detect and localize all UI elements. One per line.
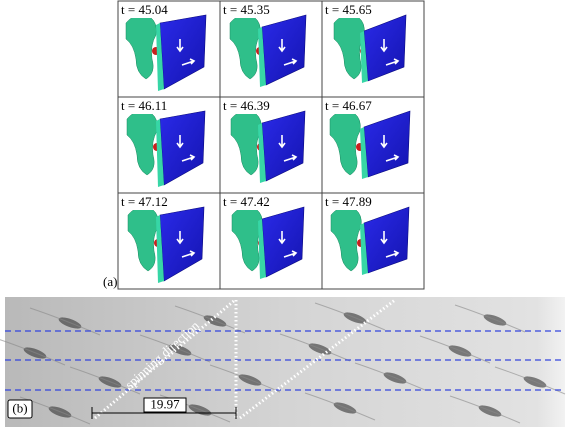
- arrow: [380, 135, 388, 149]
- arrow: [176, 231, 184, 245]
- arrow: [380, 231, 388, 245]
- arrow: [176, 135, 184, 149]
- frame: t = 47.12: [117, 192, 221, 290]
- arrow: [385, 58, 400, 66]
- frame: t = 47.89: [321, 192, 425, 290]
- arrow: [278, 39, 286, 53]
- arrow: [181, 154, 196, 162]
- label-box: [7, 399, 33, 419]
- panel-b-label: (b): [12, 400, 27, 415]
- sheet-edge: [360, 223, 368, 275]
- arrow: [278, 135, 286, 149]
- wave-trace: [494, 366, 566, 395]
- wave-trace: [69, 366, 141, 395]
- label-bg: [323, 2, 383, 18]
- panel-b: spinning direction 19.97 (b): [0, 297, 566, 427]
- frame: t = 45.65: [321, 0, 425, 98]
- sheet-edge: [360, 127, 368, 179]
- sheet-edge: [258, 219, 266, 279]
- sheet-edge: [156, 23, 164, 91]
- wave-trace: [304, 392, 376, 421]
- frame-time-label: t = 45.35: [223, 2, 270, 17]
- blue-sheet: [159, 14, 207, 90]
- frame: t = 46.11: [117, 96, 221, 194]
- frame: t = 46.39: [219, 96, 323, 194]
- label-bg: [221, 98, 281, 114]
- frame-time-label: t = 46.39: [223, 98, 270, 113]
- frame-time-label: t = 45.65: [325, 2, 372, 17]
- sheet-edge: [360, 31, 368, 83]
- panel-a-label: (a): [103, 274, 117, 289]
- label-bg: [119, 194, 179, 210]
- frame-time-label: t = 45.04: [121, 2, 168, 17]
- arrow: [283, 154, 298, 162]
- arrow: [283, 58, 298, 66]
- sheet-edge: [156, 215, 164, 283]
- wave-trace: [139, 334, 211, 363]
- distance-label: 19.97: [150, 396, 180, 411]
- wave-trace: [209, 364, 281, 393]
- arrow: [176, 39, 184, 53]
- blue-sheet: [159, 206, 205, 282]
- sheet-edge: [258, 27, 266, 87]
- wave-trace: [29, 307, 101, 336]
- frame: t = 45.04: [117, 0, 221, 98]
- frame-time-label: t = 46.11: [121, 98, 167, 113]
- wave-trace: [419, 335, 491, 364]
- blue-sheet: [159, 110, 206, 186]
- frame-time-label: t = 46.67: [325, 98, 372, 113]
- wave-trace: [279, 333, 351, 362]
- frame: t = 47.42: [219, 192, 323, 290]
- wave-trace: [314, 302, 386, 331]
- arrow: [385, 154, 400, 162]
- sheet-edge: [258, 123, 266, 183]
- wave-trace: [0, 339, 66, 366]
- label-bg: [119, 2, 179, 18]
- wave-trace: [174, 305, 246, 334]
- wave-trace: [354, 362, 426, 391]
- frame: t = 46.67: [321, 96, 425, 194]
- wave-trace: [19, 396, 91, 425]
- arrow: [283, 250, 298, 258]
- arrow: [385, 250, 400, 258]
- diagonal-line: [239, 298, 396, 420]
- frame-time-label: t = 47.89: [325, 194, 372, 209]
- panel-a-grid: t = 45.04 t = 45.35 t = 45.65 t = 46.11 t = …: [117, 0, 425, 290]
- dotted-lines: [94, 298, 396, 420]
- label-bg: [323, 194, 383, 210]
- frame-time-label: t = 47.42: [223, 194, 270, 209]
- arrow: [278, 231, 286, 245]
- arrow: [181, 250, 196, 258]
- sheet-edge: [156, 119, 164, 187]
- label-bg: [323, 98, 383, 114]
- label-bg: [221, 194, 281, 210]
- panel-b-image: [5, 297, 565, 427]
- wave-trace: [159, 394, 231, 423]
- arrow: [380, 39, 388, 53]
- frame: t = 45.35: [219, 0, 323, 98]
- wave-trace: [454, 304, 526, 333]
- label-bg: [221, 2, 281, 18]
- distance-box: [143, 397, 187, 413]
- frame-time-label: t = 47.12: [121, 194, 168, 209]
- label-bg: [119, 98, 179, 114]
- arrow: [181, 58, 196, 66]
- dashed-lines: [5, 330, 565, 391]
- diagonal-line: [94, 298, 236, 420]
- wave-trace: [449, 395, 521, 424]
